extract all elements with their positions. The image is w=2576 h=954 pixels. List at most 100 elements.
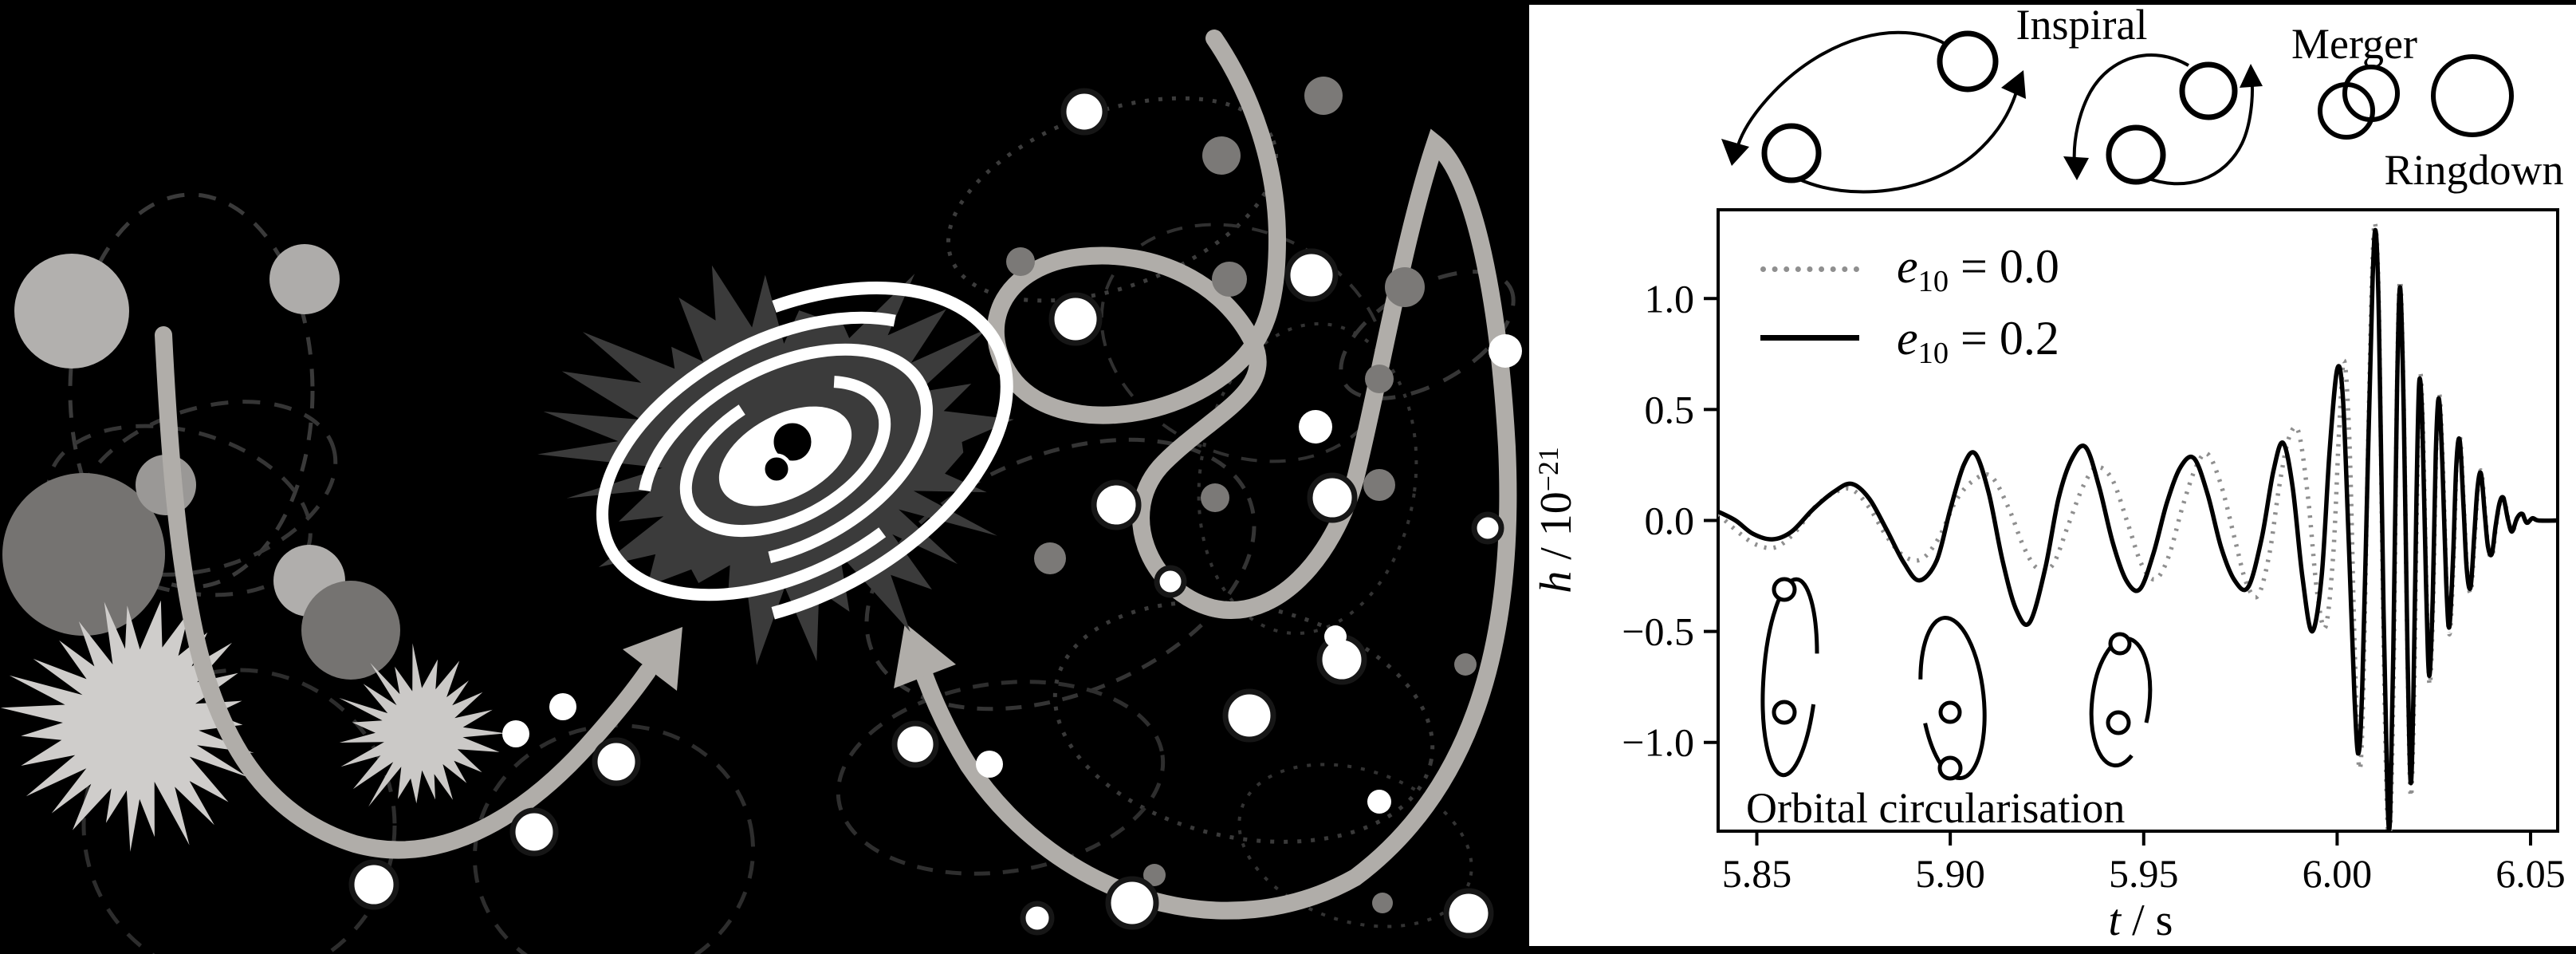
arrowhead-icon <box>623 627 682 691</box>
orbiting-bh <box>1937 755 1963 781</box>
cluster-star-white <box>1324 625 1347 648</box>
orbit-arc <box>2144 75 2254 186</box>
x-tick-label: 5.95 <box>2109 851 2179 896</box>
y-tick-label: −1.0 <box>1622 720 1694 765</box>
field-star <box>14 254 129 369</box>
ringdown-bh-circle <box>2431 54 2514 137</box>
spiral-arm-2 <box>638 343 933 570</box>
arrowhead-icon <box>894 623 956 688</box>
dashed-orbit-paths <box>46 96 1516 954</box>
cluster-star-gray <box>1006 247 1035 276</box>
dashed-orbit <box>472 723 756 954</box>
dashed-orbit <box>864 437 1257 712</box>
galaxy-icon <box>537 265 1014 665</box>
galaxy-spiral-arms <box>557 281 1013 632</box>
axis-ticks: 5.85 5.90 5.95 6.00 6.05 1.0 0.5 0.0 −0.5 −1.0 <box>1622 276 2565 896</box>
formation-arrow-path <box>155 326 656 859</box>
y-label-var: h <box>1532 570 1581 593</box>
formation-arrow-path <box>916 30 1517 920</box>
cluster-star-white <box>1489 334 1522 368</box>
inspiral-close-binary-sketch <box>2063 53 2263 186</box>
supernova-starburst-icons <box>0 600 506 852</box>
legend-entry-e02: e10 = 0.2 <box>1897 311 2059 371</box>
legend-value: = 0.2 <box>1949 312 2059 365</box>
trail-star <box>502 720 529 747</box>
cluster-star-white <box>1048 292 1103 346</box>
inspiral-wide-binary-sketch <box>1721 30 2026 194</box>
orbiting-bh <box>1772 577 1797 602</box>
cluster-star-gray <box>1372 893 1393 913</box>
y-tick-label: 1.0 <box>1645 276 1695 321</box>
merger-label: Merger <box>2291 20 2417 68</box>
cluster-star-white <box>1222 688 1276 743</box>
circularisation-inset <box>1760 577 2153 781</box>
cluster-star-white <box>976 751 1003 778</box>
dashed-orbit <box>1197 321 1418 636</box>
legend-dotted-line-sample <box>1760 266 1859 272</box>
legend-value: = 0.0 <box>1949 240 2059 293</box>
formation-channel-arrows <box>155 30 1517 920</box>
y-axis-label: h / 10−21 <box>1531 447 1582 593</box>
x-tick-label: 6.05 <box>2495 851 2566 896</box>
imr-sketches <box>1721 30 2514 194</box>
cluster-star-white <box>1307 472 1358 523</box>
formation-illustration <box>0 30 1522 954</box>
cluster-star-white <box>1060 88 1108 136</box>
y-tick-label: 0.0 <box>1645 499 1695 543</box>
cluster-star-gray <box>1212 262 1247 297</box>
spiral-arm-outer <box>557 281 1013 632</box>
cluster-star-white <box>1105 876 1159 930</box>
dashed-orbit <box>1339 270 1516 400</box>
focal-bh <box>1938 700 1962 724</box>
orbital-circularisation-label: Orbital circularisation <box>1746 784 2126 832</box>
orbit-arc <box>1736 30 1946 146</box>
plot-paper-background <box>1529 5 2576 946</box>
cluster-star-gray <box>1202 136 1241 175</box>
cluster-star-white <box>1443 888 1494 939</box>
cluster-star-white <box>891 720 939 768</box>
arrowhead-icon <box>2001 70 2026 99</box>
black-hole-circle <box>1761 123 1822 183</box>
legend-solid-line-sample <box>1760 335 1859 341</box>
black-hole-small-icon <box>761 453 792 485</box>
cluster-star-gray <box>1363 469 1395 501</box>
cluster-star-gray <box>1454 653 1477 676</box>
y-label-exponent: −21 <box>1532 447 1564 492</box>
merging-bh-outline <box>2342 65 2400 122</box>
black-hole-large-icon <box>769 419 816 465</box>
arrowhead-icon <box>1721 139 1749 166</box>
dashed-orbit <box>68 192 315 589</box>
field-star <box>2 473 165 636</box>
cluster-star-white <box>1284 248 1339 302</box>
merger-sketch <box>2318 65 2400 140</box>
waveform-panel: 5.85 5.90 5.95 6.00 6.05 1.0 0.5 0.0 −0.5 −1.0 <box>1529 5 2576 946</box>
cluster-star-gray <box>1365 365 1394 393</box>
arrowhead-icon <box>2240 64 2263 88</box>
x-axis-label: t / s <box>2109 895 2173 946</box>
cluster-star-white <box>1367 790 1391 814</box>
inspiral-label: Inspiral <box>2016 1 2148 49</box>
cluster-star-white <box>1299 410 1332 443</box>
x-tick-label: 6.00 <box>2303 851 2373 896</box>
black-hole-circle <box>2106 124 2166 185</box>
dashed-orbit <box>1237 763 1473 928</box>
cluster-star-white <box>1154 565 1187 598</box>
legend-sub: 10 <box>1917 264 1949 298</box>
merging-bh-fill <box>2345 67 2397 120</box>
cluster-star-gray <box>1143 864 1166 886</box>
x-tick-label: 5.90 <box>1915 851 1985 896</box>
field-star <box>269 244 340 314</box>
cluster-star-gray <box>1201 483 1229 512</box>
legend-var: e <box>1897 312 1918 365</box>
cluster-star-gray <box>1304 77 1343 115</box>
x-tick-label: 5.85 <box>1722 851 1792 896</box>
dashed-orbit <box>836 680 1166 876</box>
y-label-unit: / 10 <box>1532 491 1581 571</box>
black-hole-circle <box>2179 61 2238 120</box>
eccentric-orbit-1 <box>1760 577 1819 778</box>
ringdown-label: Ringdown <box>2384 146 2564 194</box>
cluster-star-white <box>1091 479 1142 530</box>
spiral-arm-3 <box>596 311 974 601</box>
field-star <box>301 581 400 680</box>
